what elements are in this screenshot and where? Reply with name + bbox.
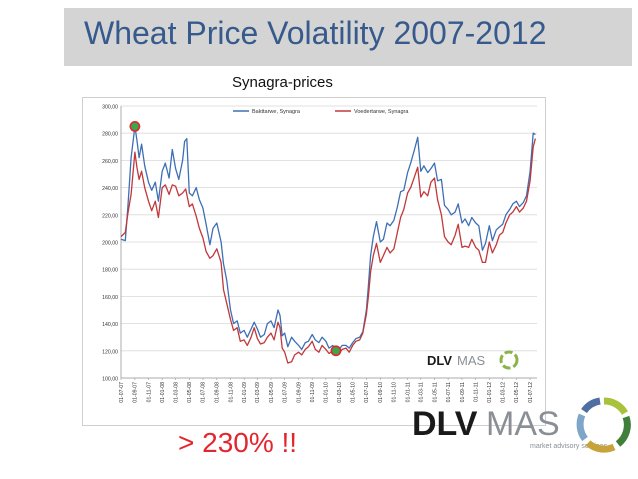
x-tick-label: 01-05-10 bbox=[351, 382, 357, 403]
x-tick-label: 01-09-11 bbox=[460, 382, 466, 402]
y-tick-label: 160,00 bbox=[102, 295, 118, 301]
price-chart: 100,00 120,00 140,00 160,00 180,00 200,00 220,… bbox=[102, 105, 537, 403]
y-tick-label: 120,00 bbox=[102, 349, 118, 355]
chart-subtitle: Synagra-prices bbox=[232, 74, 333, 91]
series-line-baking-wheat bbox=[120, 125, 536, 351]
y-tick-label: 180,00 bbox=[102, 268, 118, 274]
price-high-marker bbox=[129, 120, 141, 132]
x-tick-label: 01-11-09 bbox=[310, 382, 316, 402]
dlv-mas-logo: DLV MAS market advisory services bbox=[412, 395, 634, 457]
x-tick-label: 01-01-09 bbox=[242, 382, 248, 403]
grid-lines bbox=[121, 105, 537, 379]
y-axis: 100,00 120,00 140,00 160,00 180,00 200,00 220,… bbox=[102, 105, 122, 383]
slide-title: Wheat Price Volatility 2007-2012 bbox=[84, 15, 547, 51]
series-line-feed-wheat bbox=[120, 138, 537, 364]
series-lines bbox=[120, 125, 537, 364]
x-tick-label: 01-05-11 bbox=[432, 382, 438, 402]
logo-ring-icon bbox=[576, 397, 631, 453]
x-tick-label: 01-11-10 bbox=[392, 382, 398, 402]
title-bar bbox=[64, 8, 632, 66]
x-tick-label: 01-07-08 bbox=[201, 382, 207, 403]
x-tick-label: 01-09-10 bbox=[378, 382, 384, 403]
logo-dlv-text: DLV bbox=[412, 405, 478, 443]
x-tick-label: 01-09-09 bbox=[296, 382, 302, 403]
x-tick-label: 01-11-08 bbox=[228, 382, 234, 402]
inset-logo: DLV MAS bbox=[427, 350, 519, 370]
logo-mas-text: MAS bbox=[486, 405, 560, 443]
y-tick-label: 200,00 bbox=[102, 241, 118, 247]
y-tick-label: 220,00 bbox=[102, 213, 118, 219]
legend-label: Voedertarwe, Synagra bbox=[354, 109, 409, 115]
x-tick-label: 01-07-07 bbox=[119, 382, 125, 403]
x-tick-label: 01-01-11 bbox=[405, 382, 411, 402]
x-tick-label: 01-07-11 bbox=[446, 382, 452, 402]
x-tick-label: 01-01-08 bbox=[160, 382, 166, 403]
inset-logo-dlv: DLV bbox=[427, 353, 452, 368]
x-tick-label: 01-07-10 bbox=[364, 382, 370, 403]
x-tick-label: 01-03-09 bbox=[255, 382, 261, 403]
legend: Bakttarwe, Synagra Voedertarwe, Synagra bbox=[233, 109, 409, 115]
x-tick-label: 01-09-08 bbox=[215, 382, 221, 403]
inset-logo-ring-icon bbox=[499, 350, 519, 370]
x-tick-label: 01-03-11 bbox=[419, 382, 425, 402]
x-tick-label: 01-05-08 bbox=[187, 382, 193, 403]
x-tick-label: 01-07-12 bbox=[528, 382, 534, 403]
y-tick-label: 260,00 bbox=[102, 159, 118, 165]
y-tick-label: 240,00 bbox=[102, 186, 118, 192]
legend-label: Bakttarwe, Synagra bbox=[252, 109, 301, 115]
y-tick-label: 280,00 bbox=[102, 132, 118, 138]
x-tick-label: 01-11-11 bbox=[473, 382, 479, 402]
volatility-note: > 230% !! bbox=[178, 427, 298, 458]
x-tick-label: 01-01-10 bbox=[324, 382, 330, 403]
y-tick-label: 100,00 bbox=[102, 377, 118, 383]
y-tick-label: 140,00 bbox=[102, 322, 118, 328]
logo-tagline: market advisory services bbox=[530, 443, 608, 450]
y-tick-label: 300,00 bbox=[102, 105, 118, 111]
x-tick-label: 01-03-10 bbox=[337, 382, 343, 403]
x-tick-label: 01-01-12 bbox=[487, 382, 493, 403]
x-tick-label: 01-05-12 bbox=[514, 382, 520, 403]
x-tick-label: 01-03-12 bbox=[501, 382, 507, 403]
chart-frame: 100,00 120,00 140,00 160,00 180,00 200,00 220,… bbox=[82, 97, 546, 426]
x-tick-label: 01-05-09 bbox=[269, 382, 275, 403]
x-tick-label: 01-11-07 bbox=[146, 382, 152, 402]
x-tick-label: 01-07-09 bbox=[282, 382, 288, 403]
inset-logo-mas: MAS bbox=[457, 353, 486, 368]
x-axis: 01-07-07 01-09-07 01-11-07 01-01-08 01-03-08… bbox=[119, 377, 537, 403]
markers bbox=[129, 120, 342, 357]
price-low-marker bbox=[330, 345, 342, 357]
x-tick-label: 01-09-07 bbox=[133, 382, 139, 403]
x-tick-label: 01-03-08 bbox=[173, 382, 179, 403]
